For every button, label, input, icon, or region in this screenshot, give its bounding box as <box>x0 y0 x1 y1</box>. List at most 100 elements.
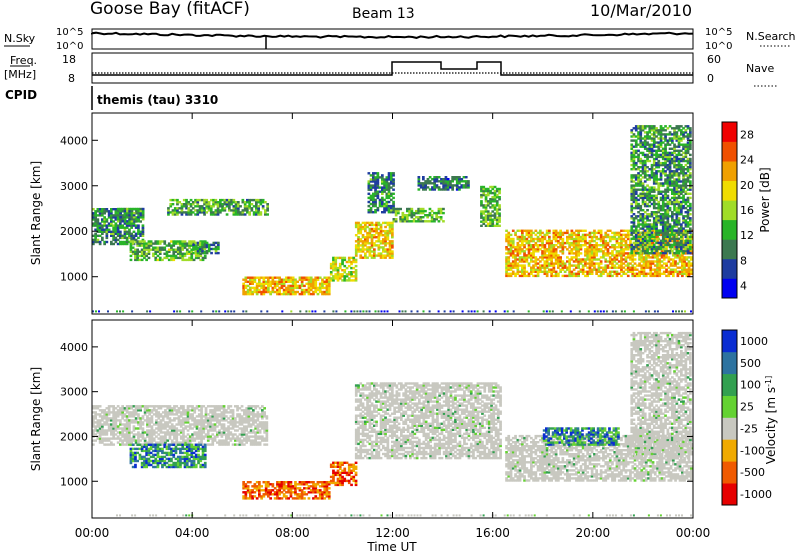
data-cell <box>661 141 665 144</box>
data-cell <box>648 237 652 240</box>
nsky-series <box>91 31 694 39</box>
data-cell <box>444 180 448 183</box>
data-cell <box>383 186 386 189</box>
data-cell <box>110 417 113 420</box>
data-cell <box>493 218 497 221</box>
data-cell <box>267 276 270 279</box>
data-cell <box>372 192 375 195</box>
data-cell <box>676 254 680 257</box>
data-cell <box>514 272 517 275</box>
data-cell <box>374 211 377 214</box>
data-cell <box>493 189 497 193</box>
data-cell <box>244 286 248 290</box>
data-cell <box>633 258 637 261</box>
data-cell <box>608 262 612 265</box>
data-cell <box>552 270 556 273</box>
freq-label: Freq. <box>10 54 37 67</box>
data-cell <box>675 219 679 222</box>
data-cell <box>543 237 547 241</box>
data-cell <box>139 409 142 412</box>
data-cell <box>516 235 520 239</box>
data-cell <box>613 235 617 239</box>
data-cell <box>597 229 601 232</box>
data-cell <box>376 176 380 179</box>
data-cell <box>125 429 129 432</box>
data-cell <box>117 220 120 223</box>
data-cell <box>397 207 400 211</box>
data-cell <box>92 234 95 237</box>
data-cell <box>182 198 186 202</box>
data-cell <box>661 137 665 140</box>
data-cell <box>225 213 229 216</box>
data-cell <box>98 431 102 434</box>
data-cell <box>372 172 375 175</box>
data-cell <box>680 196 683 200</box>
data-cell <box>125 435 129 438</box>
data-cell <box>94 220 97 223</box>
data-cell <box>666 221 670 224</box>
data-cell <box>384 221 387 225</box>
data-cell <box>534 248 538 251</box>
data-cell <box>657 155 661 159</box>
data-cell <box>682 186 685 189</box>
data-cell <box>376 190 380 193</box>
data-cell <box>103 411 106 414</box>
data-cell <box>664 229 667 232</box>
data-cell <box>377 254 381 257</box>
data-cell <box>318 282 322 285</box>
data-cell <box>341 260 344 264</box>
data-cell <box>391 234 394 237</box>
data-cell <box>530 248 533 251</box>
data-cell <box>675 209 679 212</box>
data-cell <box>92 431 95 434</box>
data-cell <box>444 188 448 191</box>
data-cell <box>194 254 198 258</box>
data-cell <box>632 235 636 238</box>
data-cell <box>114 421 118 424</box>
data-cell <box>444 176 448 179</box>
data-cell <box>446 184 450 187</box>
data-cell <box>354 264 358 268</box>
data-cell <box>392 204 395 208</box>
data-cell <box>675 157 679 161</box>
data-cell <box>613 248 617 251</box>
data-cell <box>655 211 658 214</box>
data-cell <box>559 241 562 245</box>
data-cell <box>599 231 603 235</box>
data-cell <box>194 245 198 249</box>
data-cell <box>656 268 659 271</box>
data-cell <box>630 217 634 220</box>
data-cell <box>401 214 405 217</box>
data-cell <box>128 423 131 426</box>
data-cell <box>650 147 654 150</box>
data-cell <box>112 228 115 231</box>
data-cell <box>329 271 333 274</box>
data-cell <box>373 234 376 237</box>
data-cell <box>197 254 200 258</box>
data-cell <box>176 201 179 204</box>
data-cell <box>632 149 636 152</box>
data-cell <box>410 209 414 213</box>
data-cell <box>209 213 213 216</box>
data-cell <box>105 433 109 436</box>
data-cell <box>521 274 524 278</box>
data-cell <box>203 198 206 202</box>
data-cell <box>554 258 558 261</box>
data-cell <box>484 189 488 193</box>
data-cell <box>121 441 124 444</box>
data-cell <box>518 258 522 261</box>
data-cell <box>655 196 658 200</box>
data-cell <box>377 227 381 231</box>
data-cell <box>375 229 378 233</box>
data-cell <box>507 274 511 278</box>
data-cell <box>376 172 380 175</box>
data-cell <box>484 208 488 211</box>
data-cell <box>630 227 634 230</box>
data-cell <box>639 241 643 245</box>
data-cell <box>532 250 535 253</box>
data-cell <box>96 222 100 225</box>
data-cell <box>584 252 587 255</box>
data-cell <box>482 204 486 207</box>
data-cell <box>543 250 547 253</box>
data-cell <box>92 405 95 408</box>
